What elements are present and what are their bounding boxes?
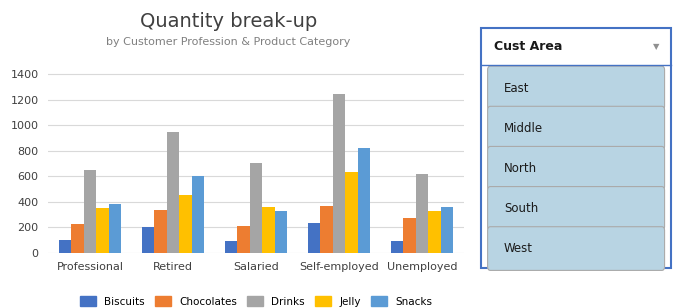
Bar	[109, 204, 121, 253]
Legend: Biscuits, Chocolates, Drinks, Jelly, Snacks: Biscuits, Chocolates, Drinks, Jelly, Sna…	[76, 292, 436, 308]
Bar	[333, 94, 345, 253]
Text: North: North	[504, 162, 537, 175]
Bar	[275, 211, 287, 253]
Bar	[167, 132, 179, 253]
FancyBboxPatch shape	[488, 66, 664, 110]
Text: Middle: Middle	[504, 122, 543, 135]
Text: East: East	[504, 82, 529, 95]
Bar	[262, 207, 275, 253]
FancyBboxPatch shape	[488, 187, 664, 230]
Text: Quantity break-up: Quantity break-up	[140, 12, 317, 31]
Text: Cust Area: Cust Area	[494, 40, 563, 53]
Bar	[225, 241, 237, 253]
Bar	[192, 176, 204, 253]
Text: by Customer Profession & Product Category: by Customer Profession & Product Categor…	[106, 37, 351, 47]
Bar	[179, 195, 192, 253]
Text: ▼: ▼	[653, 42, 659, 51]
Bar	[154, 210, 167, 253]
Text: West: West	[504, 242, 533, 255]
Bar	[142, 227, 154, 253]
Bar	[441, 207, 453, 253]
Bar	[320, 206, 333, 253]
Bar	[403, 218, 416, 253]
Bar	[237, 226, 250, 253]
Text: South: South	[504, 202, 538, 215]
Bar	[71, 224, 84, 253]
Bar	[84, 170, 96, 253]
FancyBboxPatch shape	[488, 146, 664, 190]
Bar	[416, 174, 428, 253]
Bar	[428, 211, 441, 253]
Bar	[358, 148, 370, 253]
Bar	[250, 164, 262, 253]
FancyBboxPatch shape	[481, 28, 671, 268]
Bar	[391, 241, 403, 253]
Bar	[345, 172, 358, 253]
Bar	[96, 208, 109, 253]
FancyBboxPatch shape	[488, 227, 664, 270]
FancyBboxPatch shape	[488, 106, 664, 150]
Bar	[59, 240, 71, 253]
Bar	[308, 223, 320, 253]
